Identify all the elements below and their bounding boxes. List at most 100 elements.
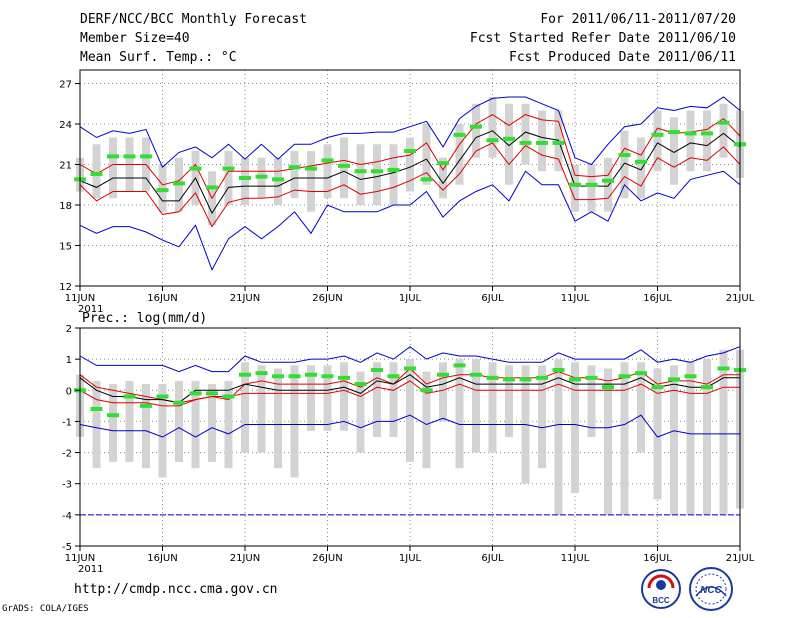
ensemble-box	[158, 164, 167, 212]
x-tick-label: 16JUL	[643, 553, 672, 564]
observation-marker	[503, 136, 515, 141]
y-tick-label: -2	[62, 449, 72, 460]
ensemble-box	[406, 137, 414, 192]
observation-marker	[651, 132, 664, 137]
ensemble-box	[439, 157, 447, 199]
ensemble-box	[257, 365, 266, 453]
ncc-logo-text: NCC	[700, 585, 722, 596]
y-tick-label: 1	[66, 355, 72, 366]
y-tick-label: 15	[59, 242, 72, 253]
observation-marker	[536, 375, 548, 380]
ensemble-box	[290, 365, 299, 478]
ensemble-box	[587, 164, 596, 212]
observation-marker	[189, 166, 202, 171]
variable-label: Mean Surf. Temp.: °C	[80, 50, 237, 65]
ensemble-box	[686, 362, 695, 515]
ensemble-box	[439, 362, 447, 422]
ensemble-box	[274, 157, 282, 205]
y-tick-label: -1	[62, 417, 72, 428]
observation-marker	[602, 385, 614, 390]
ensemble-box	[191, 380, 200, 469]
observation-marker	[90, 171, 103, 176]
x-tick-label: 16JUN	[147, 293, 177, 304]
ensemble-box	[488, 97, 497, 158]
observation-marker	[123, 154, 136, 159]
forecast-period: For 2011/06/11-2011/07/20	[540, 12, 736, 27]
ensemble-box	[422, 124, 431, 185]
observation-marker	[585, 182, 598, 187]
observation-marker	[288, 165, 301, 170]
observation-marker	[173, 400, 185, 405]
ensemble-box	[653, 110, 662, 172]
observation-marker	[552, 368, 565, 373]
observation-marker	[618, 374, 631, 379]
ensemble-box	[455, 124, 464, 185]
source-url[interactable]: http://cmdp.ncc.cma.gov.cn	[74, 582, 278, 597]
observation-marker	[272, 374, 284, 379]
x-tick-label: 1JUL	[399, 553, 422, 564]
observation-marker	[470, 372, 482, 377]
observation-marker	[668, 377, 680, 382]
x-tick-label: 11JUL	[561, 553, 590, 564]
ensemble-box	[670, 365, 678, 515]
ensemble-box	[109, 137, 117, 199]
ensemble-box	[422, 371, 431, 469]
y-tick-label: -3	[62, 480, 72, 491]
observation-marker	[404, 366, 416, 371]
ensemble-box	[472, 103, 480, 158]
ensemble-box	[158, 384, 167, 478]
mean-spread-line	[79, 380, 740, 407]
grads-credit: GrADS: COLA/IGES	[2, 604, 89, 614]
ensemble-box	[406, 359, 414, 462]
ensemble-box	[274, 368, 282, 469]
bcc-logo-text: BCC	[652, 596, 670, 605]
observation-marker	[338, 375, 350, 380]
ensemble-box	[620, 130, 629, 199]
observation-marker	[437, 372, 449, 377]
forecast-started-date: Fcst Started Refer Date 2011/06/10	[469, 31, 736, 46]
ensemble-box	[653, 368, 662, 500]
observation-marker	[371, 169, 383, 174]
y-tick-label: 27	[59, 80, 72, 91]
ensemble-box	[505, 365, 513, 437]
x-year-label: 2011	[78, 304, 103, 315]
bcc-logo: BCC	[641, 569, 681, 609]
observation-marker	[173, 181, 185, 186]
ensemble-box	[307, 151, 315, 212]
ensemble-mean-line	[79, 130, 741, 215]
observation-marker	[420, 177, 433, 182]
ensemble-box	[571, 164, 579, 212]
ensemble-box	[92, 144, 101, 199]
observation-marker	[536, 140, 548, 145]
ensemble-box	[373, 362, 381, 437]
ensemble-box	[224, 151, 233, 205]
observation-marker	[189, 391, 202, 396]
y-tick-label: 0	[66, 386, 72, 397]
observation-marker	[470, 124, 482, 129]
ensemble-box	[224, 380, 233, 469]
observation-marker	[420, 388, 433, 393]
observation-marker	[387, 374, 400, 379]
y-tick-label: 24	[59, 120, 72, 131]
y-tick-label: -4	[62, 511, 72, 522]
ensemble-box	[389, 362, 398, 437]
observation-marker	[255, 174, 268, 179]
ensemble-box	[92, 380, 101, 469]
observation-marker	[305, 372, 317, 377]
ensemble-box	[307, 365, 315, 431]
ensemble-box	[142, 384, 150, 469]
ensemble-box	[323, 365, 332, 431]
observation-marker	[684, 374, 697, 379]
observation-marker	[239, 372, 251, 377]
ensemble-box	[587, 365, 596, 437]
observation-marker	[651, 385, 664, 390]
precip-variable-label: Prec.: log(mm/d)	[82, 311, 207, 326]
ensemble-box	[109, 384, 117, 462]
ensemble-box	[323, 144, 332, 199]
observation-marker	[717, 366, 730, 371]
observation-marker	[156, 394, 169, 399]
observation-marker	[123, 394, 136, 399]
x-tick-label: 21JUN	[230, 553, 260, 564]
forecast-produced-date: Fcst Produced Date 2011/06/11	[509, 50, 736, 65]
